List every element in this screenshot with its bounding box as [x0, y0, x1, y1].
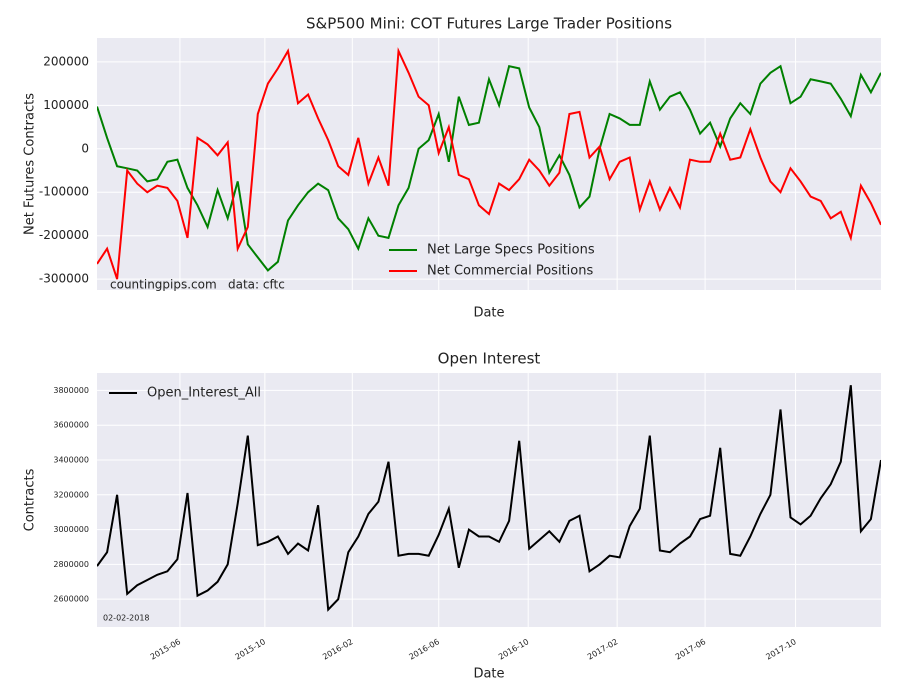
annotation: 02-02-2018	[103, 614, 150, 623]
y-tick-label: 3200000	[53, 490, 89, 499]
legend-label: Net Large Specs Positions	[427, 243, 595, 258]
annotation: countingpips.com	[110, 278, 217, 292]
y-axis-label: Contracts	[23, 468, 38, 531]
x-tick-label: 2015-06	[149, 637, 182, 662]
chart-title: S&P500 Mini: COT Futures Large Trader Po…	[306, 15, 672, 33]
x-axis-label: Date	[473, 306, 504, 321]
x-tick-label: 2017-10	[764, 637, 797, 662]
y-tick-label: 2800000	[53, 560, 89, 569]
y-tick-label: -200000	[39, 228, 89, 242]
y-tick-label: 3600000	[53, 421, 89, 430]
series-line	[97, 385, 881, 612]
y-tick-label: 2600000	[53, 595, 89, 604]
y-tick-label: 200000	[43, 54, 89, 68]
x-axis-label: Date	[473, 667, 504, 682]
x-tick-label: 2017-02	[586, 637, 619, 662]
legend-label: Net Commercial Positions	[427, 264, 593, 279]
x-tick-label: 2016-06	[408, 637, 441, 662]
plot-area	[97, 373, 881, 627]
x-tick-label: 2016-02	[321, 637, 354, 662]
y-tick-label: 3800000	[53, 386, 89, 395]
y-axis-label: Net Futures Contracts	[23, 93, 38, 235]
series-line	[97, 64, 881, 272]
x-tick-label: 2015-10	[234, 637, 267, 662]
y-tick-label: 3000000	[53, 525, 89, 534]
x-tick-label: 2016-10	[497, 637, 530, 662]
chart-title: Open Interest	[438, 350, 541, 368]
annotation: data: cftc	[228, 278, 285, 292]
y-tick-label: 100000	[43, 98, 89, 112]
y-tick-label: -100000	[39, 185, 89, 199]
series-line	[97, 47, 881, 280]
x-tick-label: 2017-06	[674, 637, 707, 662]
y-tick-label: -300000	[39, 272, 89, 286]
legend-label: Open_Interest_All	[147, 386, 261, 401]
y-tick-label: 0	[81, 141, 89, 155]
y-tick-label: 3400000	[53, 455, 89, 464]
